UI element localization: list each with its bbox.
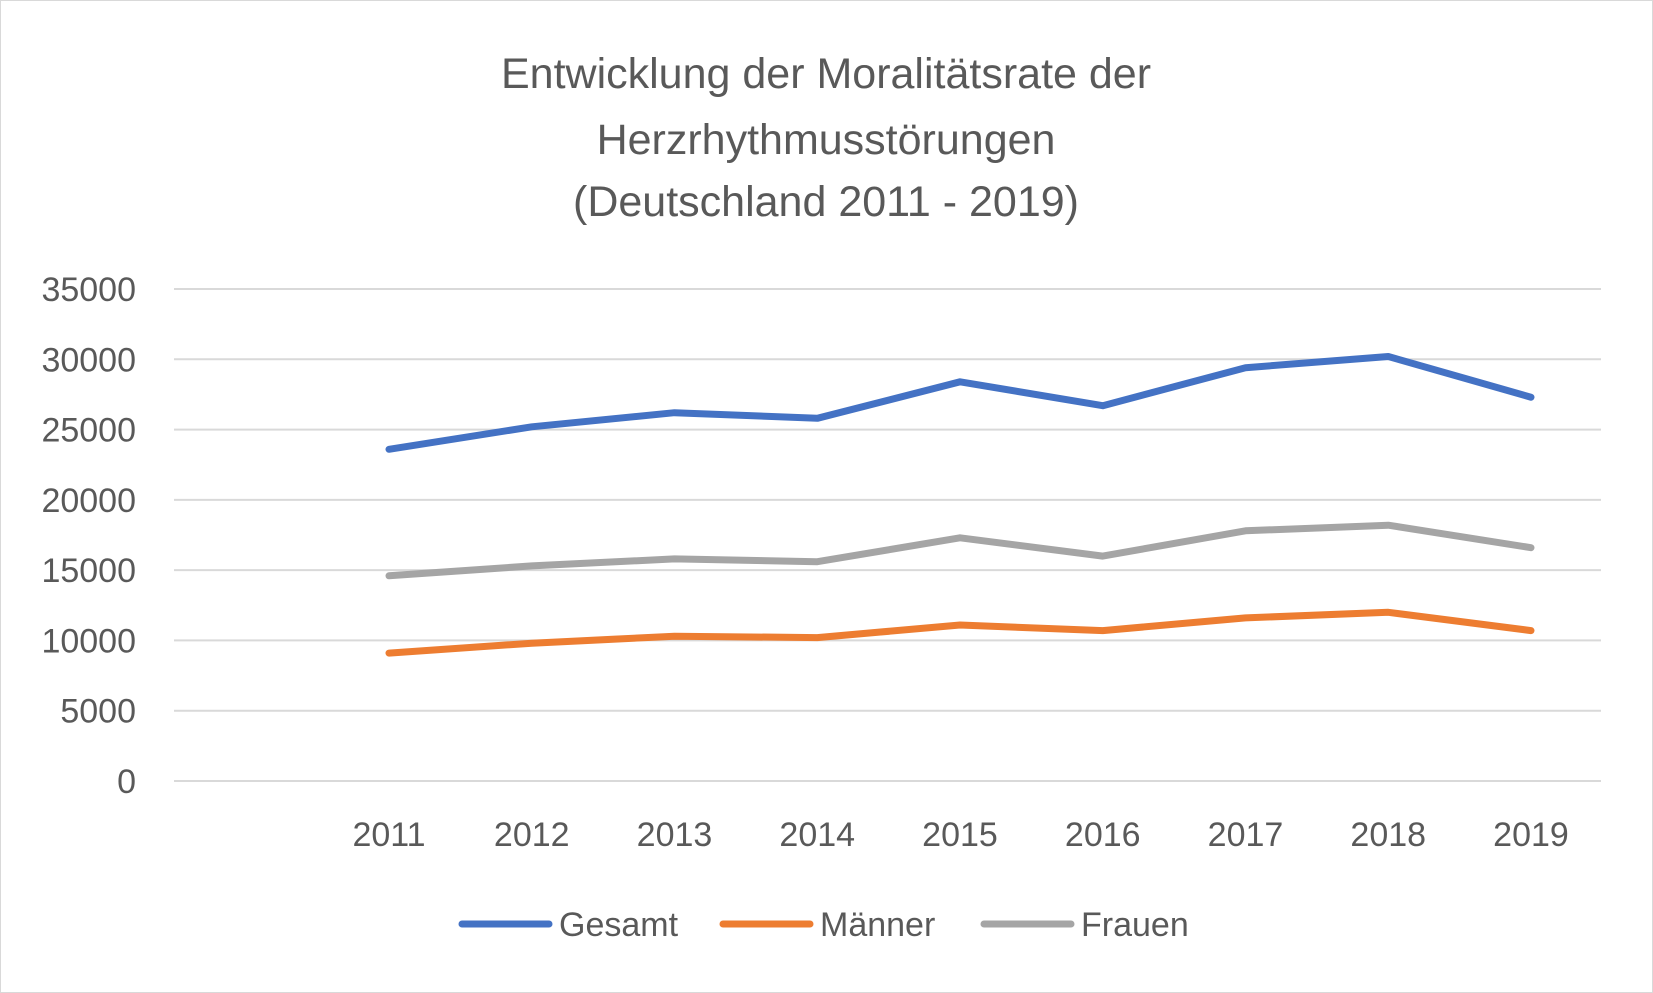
chart-title: Entwicklung der Moralitätsrate der Herzr… <box>501 50 1151 226</box>
y-tick-label: 0 <box>117 763 136 801</box>
x-tick-label: 2011 <box>352 816 425 854</box>
series-line-frauen <box>385 521 1535 580</box>
x-tick-label: 2019 <box>1493 816 1569 854</box>
legend: Gesamt Männer Frauen <box>458 906 1189 944</box>
y-axis: 0 5000 10000 15000 20000 25000 30000 35000 <box>41 271 136 801</box>
y-tick-label: 25000 <box>41 412 136 450</box>
legend-label: Gesamt <box>559 906 679 944</box>
x-axis: 2011 2012 2013 2014 2015 2016 2017 2018 2019 <box>352 816 1568 854</box>
legend-item-frauen: Frauen <box>980 906 1189 944</box>
y-tick-label: 30000 <box>41 341 136 379</box>
chart-title-line-2: Herzrhythmusstörungen <box>597 116 1056 164</box>
x-tick-label: 2012 <box>494 816 570 854</box>
y-tick-label: 10000 <box>41 622 136 660</box>
legend-label: Männer <box>820 906 935 944</box>
x-tick-label: 2017 <box>1208 816 1284 854</box>
y-tick-label: 20000 <box>41 482 136 520</box>
y-tick-label: 35000 <box>41 271 136 309</box>
series-line-gesamt <box>385 353 1535 453</box>
series-line-m-nner <box>385 608 1535 657</box>
legend-item-m-nner: Männer <box>719 906 935 944</box>
y-tick-label: 5000 <box>60 693 136 731</box>
x-tick-label: 2018 <box>1350 816 1426 854</box>
legend-item-gesamt: Gesamt <box>458 906 679 944</box>
legend-label: Frauen <box>1081 906 1189 944</box>
y-tick-label: 15000 <box>41 552 136 590</box>
x-tick-label: 2014 <box>779 816 855 854</box>
chart-title-line-1: Entwicklung der Moralitätsrate der <box>501 50 1151 98</box>
x-tick-label: 2013 <box>637 816 713 854</box>
series-lines <box>385 353 1535 657</box>
chart-title-line-3: (Deutschland 2011 - 2019) <box>573 178 1079 226</box>
gridlines <box>174 288 1601 782</box>
x-tick-label: 2016 <box>1065 816 1141 854</box>
x-tick-label: 2015 <box>922 816 998 854</box>
